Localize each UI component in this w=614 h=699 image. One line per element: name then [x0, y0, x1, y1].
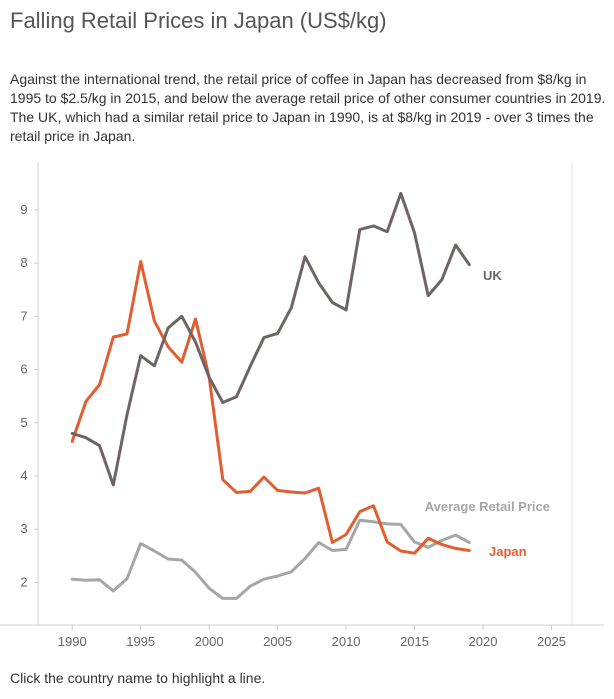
footer-note: Click the country name to highlight a li… [10, 670, 266, 686]
line-chart: 2 3 4 5 6 7 8 9 1990 1995 2000 2005 2010 2015 2020 2025… [0, 162, 604, 649]
x-tick-label: 2020 [469, 634, 498, 649]
y-tick-label: 4 [20, 468, 27, 483]
y-tick-label: 5 [20, 415, 27, 430]
x-tick-label: 2005 [263, 634, 292, 649]
x-tick-label: 2015 [400, 634, 429, 649]
y-tick-label: 8 [20, 255, 27, 270]
series-line-japan [70, 260, 471, 555]
x-tick-label: 1995 [126, 634, 155, 649]
chart-description: Against the international trend, the ret… [10, 71, 606, 144]
y-tick-label: 3 [20, 521, 27, 536]
y-tick-label: 2 [20, 574, 27, 589]
series-line-average-retail-price [70, 518, 471, 600]
series-label-japan[interactable]: Japan [489, 544, 527, 559]
x-tick-label: 2000 [195, 634, 224, 649]
series-label-uk[interactable]: UK [483, 268, 502, 283]
y-tick-label: 7 [20, 308, 27, 323]
x-tick-label: 2025 [537, 634, 566, 649]
x-tick-label: 2010 [332, 634, 361, 649]
page-title: Falling Retail Prices in Japan (US$/kg) [10, 8, 387, 33]
series-line-uk [70, 191, 471, 487]
y-tick-label: 9 [20, 202, 27, 217]
series-label-average-retail-price[interactable]: Average Retail Price [425, 499, 550, 514]
x-tick-label: 1990 [58, 634, 87, 649]
y-tick-label: 6 [20, 362, 27, 377]
